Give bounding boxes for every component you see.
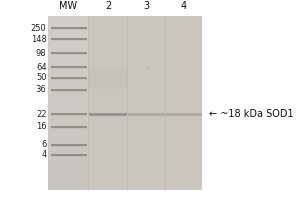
Bar xyxy=(48,118,88,121)
Bar xyxy=(89,114,127,115)
Bar xyxy=(48,158,88,161)
Bar xyxy=(48,77,88,80)
Text: 6: 6 xyxy=(41,140,46,149)
Bar xyxy=(48,39,88,42)
Bar xyxy=(48,33,88,36)
Text: 36: 36 xyxy=(36,85,46,94)
Bar xyxy=(166,113,202,114)
Bar xyxy=(48,132,88,135)
Text: 148: 148 xyxy=(31,35,46,44)
Bar xyxy=(48,22,88,25)
Bar xyxy=(48,176,88,179)
Bar xyxy=(48,112,88,115)
Text: 16: 16 xyxy=(36,122,46,131)
Bar xyxy=(48,187,88,190)
Bar xyxy=(166,116,202,117)
Bar xyxy=(48,74,88,77)
Bar xyxy=(166,16,202,190)
Bar xyxy=(48,103,88,106)
Bar xyxy=(89,16,127,190)
Bar xyxy=(166,112,202,113)
Bar xyxy=(48,100,88,103)
Text: 64: 64 xyxy=(36,63,46,72)
Bar xyxy=(48,71,88,74)
Text: 98: 98 xyxy=(36,49,46,58)
Bar xyxy=(48,45,88,48)
Bar xyxy=(166,115,202,116)
Bar xyxy=(48,141,88,144)
Bar xyxy=(48,80,88,83)
Bar xyxy=(48,51,88,54)
Bar xyxy=(128,113,165,114)
Bar xyxy=(48,155,88,158)
Bar xyxy=(48,106,88,109)
Bar xyxy=(48,126,88,129)
Bar xyxy=(128,116,165,117)
Bar xyxy=(48,167,88,170)
Bar xyxy=(48,94,88,97)
Bar xyxy=(48,161,88,164)
Text: 2: 2 xyxy=(105,1,111,11)
Bar xyxy=(89,68,127,89)
Bar xyxy=(48,91,88,94)
Text: ← ~18 kDa SOD1: ← ~18 kDa SOD1 xyxy=(209,109,294,119)
Text: 4: 4 xyxy=(41,150,46,159)
Bar xyxy=(48,147,88,150)
Bar xyxy=(48,123,88,126)
Bar xyxy=(48,129,88,132)
Bar xyxy=(48,62,88,65)
Bar xyxy=(128,16,165,190)
Bar xyxy=(48,68,88,71)
Bar xyxy=(48,184,88,187)
Bar xyxy=(48,36,88,39)
Bar xyxy=(48,16,88,19)
Text: 250: 250 xyxy=(31,24,46,33)
Bar xyxy=(48,30,88,33)
Bar xyxy=(48,150,88,153)
Bar xyxy=(48,48,88,51)
Bar xyxy=(48,109,88,112)
Text: 3: 3 xyxy=(144,1,150,11)
Bar xyxy=(48,115,88,118)
Bar xyxy=(48,57,88,59)
Bar xyxy=(48,144,88,147)
Bar xyxy=(48,25,88,27)
Bar xyxy=(128,112,165,113)
Bar xyxy=(89,116,127,117)
Text: 22: 22 xyxy=(36,110,46,119)
Bar xyxy=(48,173,88,176)
Bar xyxy=(48,65,88,68)
Bar xyxy=(48,179,88,182)
Bar xyxy=(48,182,88,184)
Bar xyxy=(48,97,88,100)
Bar xyxy=(48,86,88,89)
Bar xyxy=(48,16,202,190)
Text: 50: 50 xyxy=(36,73,46,82)
Bar xyxy=(48,42,88,45)
Bar xyxy=(166,114,202,115)
Bar xyxy=(89,113,127,114)
Bar xyxy=(48,135,88,138)
Bar xyxy=(48,59,88,62)
Bar xyxy=(89,112,127,113)
Bar xyxy=(89,115,127,116)
Text: MW: MW xyxy=(59,1,77,11)
Bar xyxy=(48,121,88,123)
Bar xyxy=(48,170,88,173)
Bar xyxy=(128,114,165,115)
Bar xyxy=(48,164,88,167)
Bar xyxy=(48,138,88,141)
Bar xyxy=(48,153,88,155)
Bar xyxy=(48,83,88,86)
Bar xyxy=(48,19,88,22)
Bar xyxy=(48,27,88,30)
Bar xyxy=(48,89,88,91)
Bar xyxy=(48,54,88,57)
Bar xyxy=(128,115,165,116)
Text: 4: 4 xyxy=(181,1,187,11)
